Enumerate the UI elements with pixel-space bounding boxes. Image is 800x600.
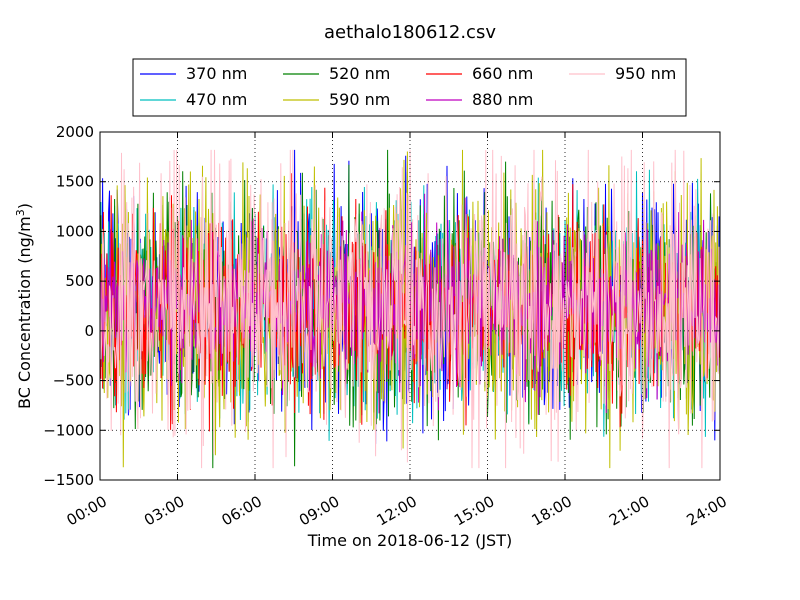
y-tick-label: −1500	[43, 471, 94, 489]
series-line	[99, 149, 721, 469]
x-tick-label: 00:00	[64, 492, 110, 529]
chart-title: aethalo180612.csv	[324, 22, 496, 43]
legend-label: 880 nm	[472, 90, 533, 109]
legend-frame	[132, 58, 687, 117]
x-tick-label: 15:00	[451, 492, 497, 529]
y-tick-label: 2000	[56, 123, 94, 141]
legend-label: 470 nm	[186, 90, 247, 109]
y-axis-label-tail: )	[15, 203, 34, 209]
legend-label: 370 nm	[186, 64, 247, 83]
y-axis-label-sup: 3	[14, 209, 27, 216]
x-tick-label: 06:00	[219, 492, 265, 529]
y-tick-label: 0	[84, 322, 94, 340]
y-tick-label: 1000	[56, 222, 94, 240]
legend-label: 520 nm	[329, 64, 390, 83]
y-tick-label: 1500	[56, 173, 94, 191]
x-tick-label: 21:00	[606, 492, 652, 529]
x-tick-label: 09:00	[296, 492, 342, 529]
y-axis: 2000 1500 1000 500 0 −500 −1000 −1500	[43, 123, 720, 489]
y-tick-label: −1000	[43, 421, 94, 439]
legend-label: 590 nm	[329, 90, 390, 109]
legend-label: 950 nm	[615, 64, 676, 83]
y-axis-label-main: BC Concentration (ng/m	[15, 216, 34, 409]
y-tick-label: 500	[65, 272, 94, 290]
x-tick-label: 03:00	[141, 492, 187, 529]
legend: 370 nm 470 nm 520 nm 590 nm 660 nm 880 nm 950 …	[132, 58, 687, 117]
y-axis-label: BC Concentration (ng/m3)	[14, 203, 34, 409]
grid	[100, 132, 720, 480]
x-tick-label: 18:00	[529, 492, 575, 529]
y-tick-label: −500	[53, 372, 94, 390]
x-tick-label: 12:00	[374, 492, 420, 529]
x-tick-label: 24:00	[684, 492, 730, 529]
plot-series	[99, 149, 721, 469]
legend-label: 660 nm	[472, 64, 533, 83]
x-axis-label: Time on 2018-06-12 (JST)	[307, 531, 512, 550]
